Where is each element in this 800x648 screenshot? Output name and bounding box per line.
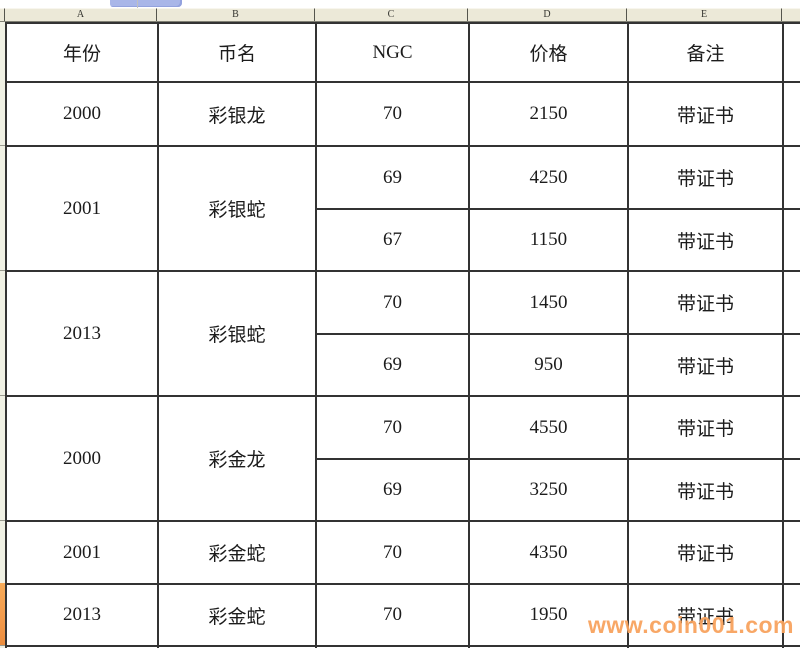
- table-row: 2013 彩金蛇 70 1950 带证书: [5, 583, 800, 647]
- cell-empty[interactable]: [782, 333, 800, 397]
- table-row: 67 1150 带证书: [6, 208, 800, 272]
- header-grade[interactable]: NGC: [315, 22, 470, 83]
- row-divider: [0, 645, 5, 646]
- cell-ngc-grade[interactable]: 69: [315, 333, 470, 397]
- cell-note[interactable]: 带证书: [627, 270, 784, 335]
- cell-year[interactable]: 2013: [5, 270, 159, 397]
- cell-year[interactable]: 2013: [5, 583, 159, 647]
- cell-price[interactable]: 4250: [468, 145, 629, 210]
- table-row-partial: [5, 645, 800, 648]
- row-divider: [0, 395, 5, 396]
- cell-empty[interactable]: [782, 145, 800, 210]
- column-header-row: A B C D E: [0, 8, 800, 22]
- cell-ngc-grade[interactable]: 70: [315, 395, 470, 460]
- cell-year[interactable]: 2000: [5, 81, 159, 147]
- left-partial-highlight-cell: [0, 583, 5, 645]
- header-price[interactable]: 价格: [468, 22, 629, 83]
- cell-ngc-grade[interactable]: 69: [315, 458, 470, 522]
- toolbar-fragment: [110, 0, 182, 7]
- table-row: 2001 彩金蛇 70 4350 带证书: [5, 520, 800, 585]
- table-row: 69 950 带证书: [6, 333, 800, 397]
- cell-price[interactable]: 1150: [468, 208, 629, 272]
- cell-note[interactable]: 带证书: [627, 145, 784, 210]
- row-divider: [0, 520, 5, 521]
- window-divider: [137, 0, 138, 8]
- cell-price[interactable]: 3250: [468, 458, 629, 522]
- cell-empty[interactable]: [782, 458, 800, 522]
- left-partial-column: [0, 22, 5, 648]
- cell-note[interactable]: 带证书: [627, 583, 784, 647]
- column-header-left-sliver: [0, 8, 5, 21]
- column-header-d[interactable]: D: [468, 8, 627, 21]
- cell-price[interactable]: 1950: [468, 583, 629, 647]
- column-header-e[interactable]: E: [627, 8, 782, 21]
- cell-price[interactable]: 4550: [468, 395, 629, 460]
- cell-year[interactable]: 2001: [5, 145, 159, 272]
- cell-year[interactable]: 2001: [5, 520, 159, 585]
- cell-empty[interactable]: [782, 81, 800, 147]
- cell-empty[interactable]: [782, 583, 800, 647]
- cell-note[interactable]: 带证书: [627, 333, 784, 397]
- table-row: 2000 彩银龙 70 2150 带证书: [5, 81, 800, 147]
- row-divider: [0, 145, 5, 146]
- column-header-a[interactable]: A: [5, 8, 157, 21]
- cell-empty[interactable]: [782, 520, 800, 585]
- cell-ngc-grade[interactable]: 70: [315, 270, 470, 335]
- cell-note[interactable]: 带证书: [627, 81, 784, 147]
- table-header-row: 年份 币名 NGC 价格 备注: [5, 22, 800, 83]
- cell-empty[interactable]: [782, 22, 800, 83]
- cell-coin-name[interactable]: 彩银龙: [157, 81, 317, 147]
- column-header-c[interactable]: C: [315, 8, 468, 21]
- cell-empty[interactable]: [782, 208, 800, 272]
- price-table: 年份 币名 NGC 价格 备注 2000 彩银龙 70 2150 带证书 200…: [5, 22, 800, 648]
- cell-ngc-grade[interactable]: 70: [315, 520, 470, 585]
- cell-coin-name[interactable]: 彩银蛇: [157, 145, 317, 272]
- column-header-b[interactable]: B: [157, 8, 315, 21]
- cell-ngc-grade[interactable]: 69: [315, 145, 470, 210]
- top-strip: [0, 0, 800, 8]
- table-row: 2013 彩银蛇 70 1450 带证书: [5, 270, 800, 397]
- table-row: 2000 彩金龙 70 4550 带证书: [5, 395, 800, 522]
- cell-note[interactable]: 带证书: [627, 395, 784, 460]
- cell-coin-name[interactable]: 彩金龙: [157, 395, 317, 522]
- cell-price[interactable]: 4350: [468, 520, 629, 585]
- cell-empty[interactable]: [782, 270, 800, 335]
- cell-price[interactable]: 950: [468, 333, 629, 397]
- cell-price[interactable]: 2150: [468, 81, 629, 147]
- table-row: 2001 彩银蛇 69 4250 带证书: [5, 145, 800, 272]
- cell-ngc-grade[interactable]: 70: [315, 81, 470, 147]
- cell-coin-name[interactable]: 彩金蛇: [157, 520, 317, 585]
- cell-price[interactable]: 1450: [468, 270, 629, 335]
- header-coin[interactable]: 币名: [157, 22, 317, 83]
- row-divider: [0, 270, 5, 271]
- cell-coin-name[interactable]: 彩银蛇: [157, 270, 317, 397]
- cell-year[interactable]: 2000: [5, 395, 159, 522]
- cell-note[interactable]: 带证书: [627, 520, 784, 585]
- column-header-f-sliver: [782, 8, 800, 21]
- cell-empty[interactable]: [782, 395, 800, 460]
- cell-ngc-grade[interactable]: 67: [315, 208, 470, 272]
- cell-note[interactable]: 带证书: [627, 458, 784, 522]
- cell-note[interactable]: 带证书: [627, 208, 784, 272]
- header-note[interactable]: 备注: [627, 22, 784, 83]
- cell-coin-name[interactable]: 彩金蛇: [157, 583, 317, 647]
- table-row: 69 3250 带证书: [6, 458, 800, 522]
- header-year[interactable]: 年份: [5, 22, 159, 83]
- cell-ngc-grade[interactable]: 70: [315, 583, 470, 647]
